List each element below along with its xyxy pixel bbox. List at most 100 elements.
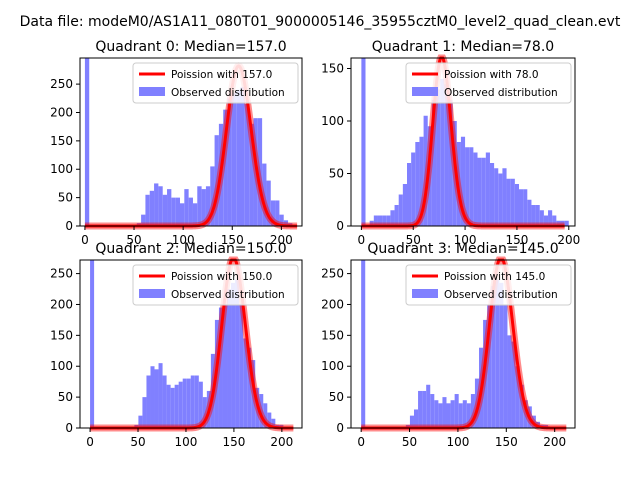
x-tick-label: 200 — [270, 435, 293, 449]
histogram-bar — [267, 412, 272, 428]
histogram-bar — [263, 403, 268, 428]
legend: Poission with 78.0 Observed distribution — [405, 62, 572, 104]
y-tick-label: 100 — [50, 162, 73, 176]
histogram-bar — [227, 289, 232, 428]
histogram-bar — [411, 152, 416, 226]
y-tick-label: 100 — [321, 359, 344, 373]
axes-frame — [350, 57, 576, 227]
histogram-bar — [214, 135, 219, 226]
histogram-bar — [489, 163, 495, 226]
histogram-bar — [502, 168, 507, 226]
histogram-bar — [519, 189, 524, 226]
histogram-bar — [409, 415, 414, 428]
histogram-bar — [145, 194, 150, 226]
y-tick-label: 100 — [321, 114, 344, 128]
histogram-bar — [431, 100, 437, 226]
histogram-bar — [266, 180, 271, 226]
histogram-bar — [231, 92, 237, 227]
histogram-bar — [134, 424, 139, 428]
legend-label-poisson: Poission with 150.0 — [171, 271, 272, 283]
histogram-bar — [499, 282, 504, 428]
x-tick-label: 200 — [557, 233, 580, 247]
histogram-bar — [166, 384, 171, 428]
subplot-title: Quadrant 1: Median=78.0 — [372, 39, 554, 55]
histogram-bar — [141, 214, 146, 226]
histogram-bar — [454, 394, 459, 428]
x-tick-label: 50 — [402, 435, 417, 449]
y-tick-label: 0 — [336, 219, 344, 233]
histogram-bar — [227, 98, 232, 226]
histogram-bar — [262, 163, 267, 226]
legend-bar-swatch — [139, 289, 165, 298]
legend-label-poisson: Poission with 78.0 — [444, 69, 539, 81]
y-tick-label: 250 — [50, 77, 73, 91]
histogram-bar — [535, 205, 540, 226]
histogram-bar — [162, 194, 168, 226]
x-tick-label: 200 — [270, 233, 293, 247]
legend-bar-swatch — [139, 87, 165, 96]
histogram-bar — [201, 189, 206, 226]
histogram-bar — [462, 400, 467, 428]
histogram-bar — [460, 136, 466, 226]
histogram-bar — [485, 152, 490, 226]
histogram-bar — [373, 215, 378, 226]
histogram-bar — [361, 260, 366, 428]
histogram-bar — [473, 152, 478, 226]
histogram-bar — [446, 403, 451, 428]
histogram-bar — [491, 285, 496, 428]
histogram-bar — [271, 418, 276, 428]
histogram-bar — [407, 163, 412, 226]
histogram-bar — [174, 384, 179, 428]
histogram-bar — [377, 215, 383, 226]
histogram-bar — [84, 58, 90, 226]
y-tick-label: 0 — [65, 219, 73, 233]
subplot-title: Quadrant 0: Median=157.0 — [95, 39, 286, 55]
x-tick-label: 200 — [543, 435, 566, 449]
histogram-bar — [418, 390, 423, 428]
histogram-bar — [158, 186, 163, 226]
histogram-bar — [202, 397, 207, 428]
histogram-bar — [481, 157, 486, 226]
histogram-bar — [440, 79, 445, 226]
histogram-bar — [142, 397, 147, 428]
histogram-bar — [243, 338, 248, 428]
histogram-bar — [90, 260, 95, 428]
y-tick-label: 150 — [50, 328, 73, 342]
histogram-bar — [398, 194, 403, 226]
histogram-bar — [415, 142, 420, 226]
histogram-bar — [239, 304, 244, 428]
axes-frame — [350, 259, 576, 429]
histogram-bar — [197, 186, 202, 226]
histogram-bar — [251, 360, 256, 428]
figure-suptitle: Data file: modeM0/AS1A11_080T01_90000051… — [20, 14, 621, 30]
histogram-bar — [259, 394, 264, 428]
histogram-bar — [402, 184, 407, 226]
histogram-bar — [223, 109, 228, 226]
histogram-bar — [279, 214, 284, 226]
histogram-bar — [495, 279, 500, 428]
y-tick-label: 200 — [50, 297, 73, 311]
x-tick-label: 150 — [222, 435, 245, 449]
x-tick-label: 100 — [172, 233, 195, 247]
histogram-bar — [149, 190, 155, 226]
legend-box — [405, 62, 572, 104]
y-tick-label: 250 — [321, 267, 344, 281]
histogram-bar — [205, 186, 211, 226]
histogram-bar — [507, 335, 512, 428]
y-tick-label: 50 — [58, 191, 73, 205]
histogram-bar — [146, 375, 151, 428]
y-tick-label: 100 — [50, 359, 73, 373]
legend-label-poisson: Poission with 145.0 — [444, 271, 545, 283]
subplot-grid: 0 50 100 150 200 0 50 100 150 200 250 Quadrant 0: M… — [50, 39, 580, 449]
histogram-bar — [564, 220, 569, 226]
histogram-bar — [519, 384, 524, 428]
subplot-quadrant-3: 0 50 100 150 200 0 50 100 150 200 250 Quadrant 3: M… — [321, 241, 576, 449]
histogram-bar — [422, 390, 427, 428]
histogram-bar — [474, 378, 480, 428]
histogram-bar — [361, 58, 366, 226]
histogram-bar — [423, 115, 428, 226]
legend-label-observed: Observed distribution — [171, 87, 285, 99]
x-tick-label: 50 — [406, 233, 421, 247]
x-tick-label: 150 — [495, 435, 518, 449]
